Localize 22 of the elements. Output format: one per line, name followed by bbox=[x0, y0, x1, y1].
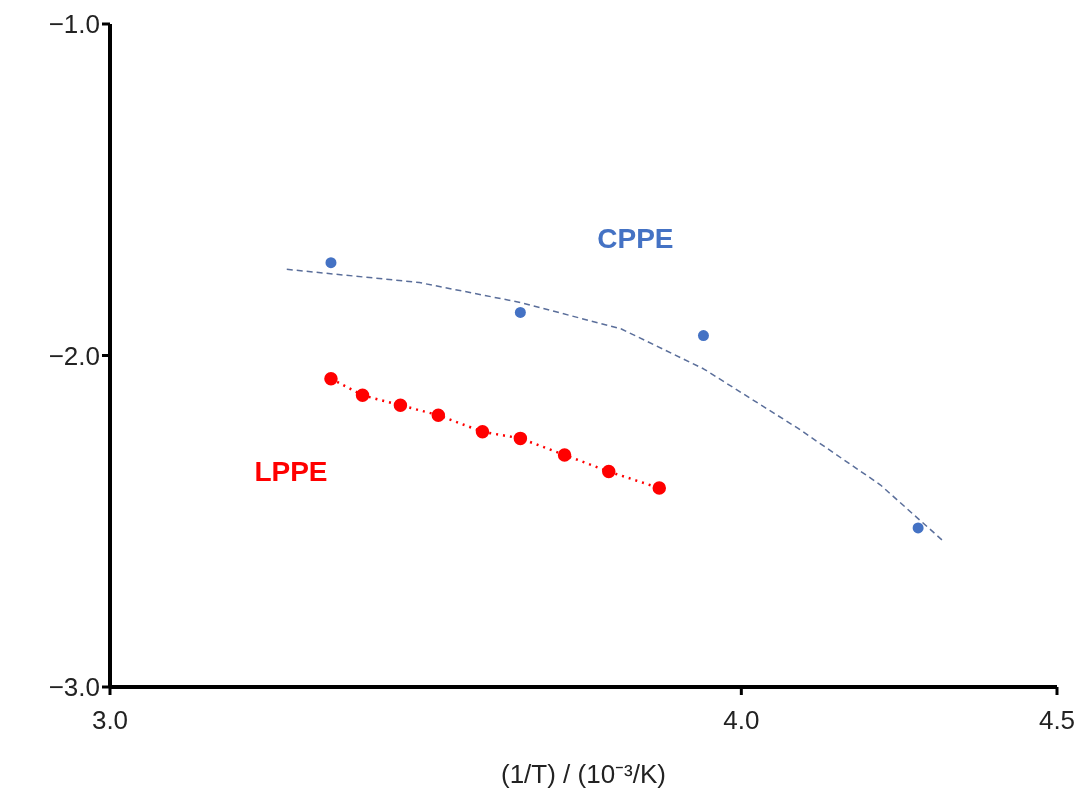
point bbox=[557, 448, 572, 462]
y-tick-label: −3.0 bbox=[48, 672, 100, 703]
x-tick-label: 4.0 bbox=[723, 705, 760, 736]
point bbox=[602, 464, 616, 479]
point bbox=[912, 522, 924, 534]
point bbox=[431, 408, 446, 422]
text: CPPE bbox=[597, 223, 674, 255]
point bbox=[514, 306, 526, 318]
point bbox=[475, 425, 490, 439]
point bbox=[324, 371, 338, 386]
x-axis-title: (1/T) / (10⁻³/K) bbox=[500, 759, 667, 789]
point bbox=[652, 481, 667, 495]
point bbox=[393, 398, 408, 412]
y-tick-label: −2.0 bbox=[48, 340, 100, 371]
x-tick-label: 4.5 bbox=[1038, 705, 1076, 736]
point bbox=[325, 257, 337, 269]
point bbox=[513, 431, 528, 446]
point bbox=[697, 330, 709, 342]
point bbox=[355, 388, 370, 403]
text: LPPE bbox=[254, 455, 328, 487]
y-tick-label: −1.0 bbox=[48, 9, 100, 40]
x-tick-label: 3.0 bbox=[91, 705, 129, 736]
